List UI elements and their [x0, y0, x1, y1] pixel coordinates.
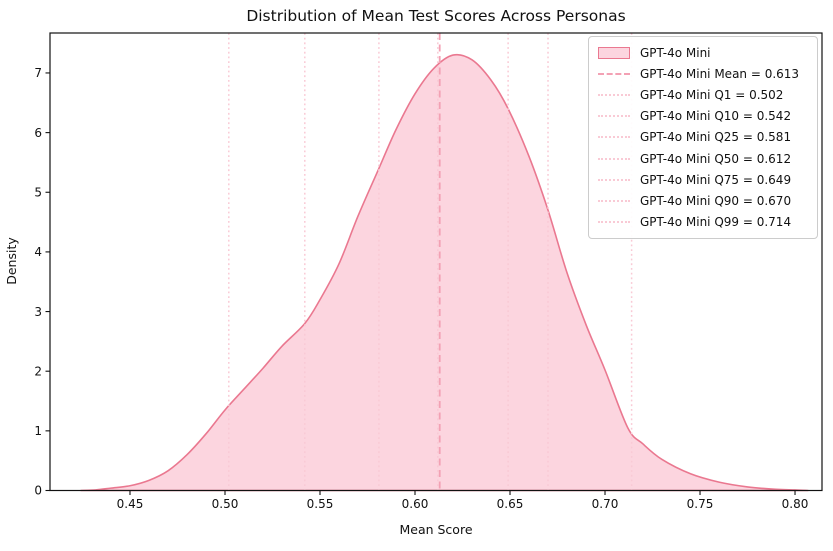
legend-item: GPT-4o Mini Q1 = 0.502	[598, 84, 808, 105]
y-axis-ticks: 0 1 2 3 4 5 6 7	[34, 66, 50, 498]
legend-dotted-line-swatch	[598, 199, 630, 202]
chart-title: Distribution of Mean Test Scores Across …	[246, 7, 625, 25]
density-curve	[80, 53, 809, 492]
legend-item: GPT-4o Mini Q50 = 0.612	[598, 148, 808, 169]
legend-item: GPT-4o Mini Q90 = 0.670	[598, 190, 808, 211]
legend-dotted-line-swatch	[598, 221, 630, 224]
legend-item-label: GPT-4o Mini Q10 = 0.542	[640, 109, 792, 124]
x-tick-label: 0.45	[117, 497, 144, 511]
legend-item-label: GPT-4o Mini Q50 = 0.612	[640, 151, 792, 166]
y-tick-label: 0	[34, 484, 42, 498]
x-tick-label: 0.75	[687, 497, 714, 511]
legend-item: GPT-4o Mini Q10 = 0.542	[598, 106, 808, 127]
legend-item-label: GPT-4o Mini	[640, 45, 711, 60]
y-tick-label: 1	[34, 424, 42, 438]
legend-dashed-line-swatch	[598, 72, 630, 75]
legend-dotted-line-swatch	[598, 115, 630, 118]
x-tick-label: 0.80	[782, 497, 809, 511]
legend-dotted-line-swatch	[598, 93, 630, 96]
x-tick-label: 0.50	[212, 497, 239, 511]
y-axis-label: Density	[4, 237, 19, 285]
legend-item-label: GPT-4o Mini Q75 = 0.649	[640, 172, 792, 187]
y-tick-label: 6	[34, 126, 42, 140]
legend-dotted-line-swatch	[598, 136, 630, 139]
legend-item: GPT-4o Mini Q75 = 0.649	[598, 169, 808, 190]
y-tick-label: 7	[34, 66, 42, 80]
y-tick-label: 5	[34, 185, 42, 199]
y-tick-label: 4	[34, 245, 42, 259]
axes-spines	[49, 32, 823, 492]
quantile-lines	[228, 33, 633, 491]
x-axis-label: Mean Score	[399, 522, 472, 537]
legend-dotted-line-swatch	[598, 178, 630, 181]
x-tick-label: 0.70	[592, 497, 619, 511]
legend-item: GPT-4o Mini Q99 = 0.714	[598, 212, 808, 233]
y-tick-label: 3	[34, 305, 42, 319]
legend: GPT-4o Mini GPT-4o Mini Mean = 0.613 GPT-4…	[588, 36, 818, 239]
x-tick-label: 0.55	[307, 497, 334, 511]
legend-item-label: GPT-4o Mini Q1 = 0.502	[640, 87, 784, 102]
y-tick-label: 2	[34, 364, 42, 378]
x-axis-ticks: 0.45 0.50 0.55 0.60 0.65 0.70 0.75 0.80	[117, 490, 809, 511]
legend-item: GPT-4o Mini	[598, 42, 808, 63]
curve-layer	[80, 53, 809, 492]
legend-item-label: GPT-4o Mini Q90 = 0.670	[640, 193, 792, 208]
legend-item-label: GPT-4o Mini Q99 = 0.714	[640, 215, 792, 230]
legend-item: GPT-4o Mini Mean = 0.613	[598, 63, 808, 84]
x-tick-label: 0.65	[497, 497, 524, 511]
legend-item-label: GPT-4o Mini Q25 = 0.581	[640, 130, 792, 145]
legend-patch-swatch	[598, 46, 630, 59]
legend-item-label: GPT-4o Mini Mean = 0.613	[640, 66, 800, 81]
x-tick-label: 0.60	[402, 497, 429, 511]
legend-item: GPT-4o Mini Q25 = 0.581	[598, 127, 808, 148]
legend-dotted-line-swatch	[598, 157, 630, 160]
